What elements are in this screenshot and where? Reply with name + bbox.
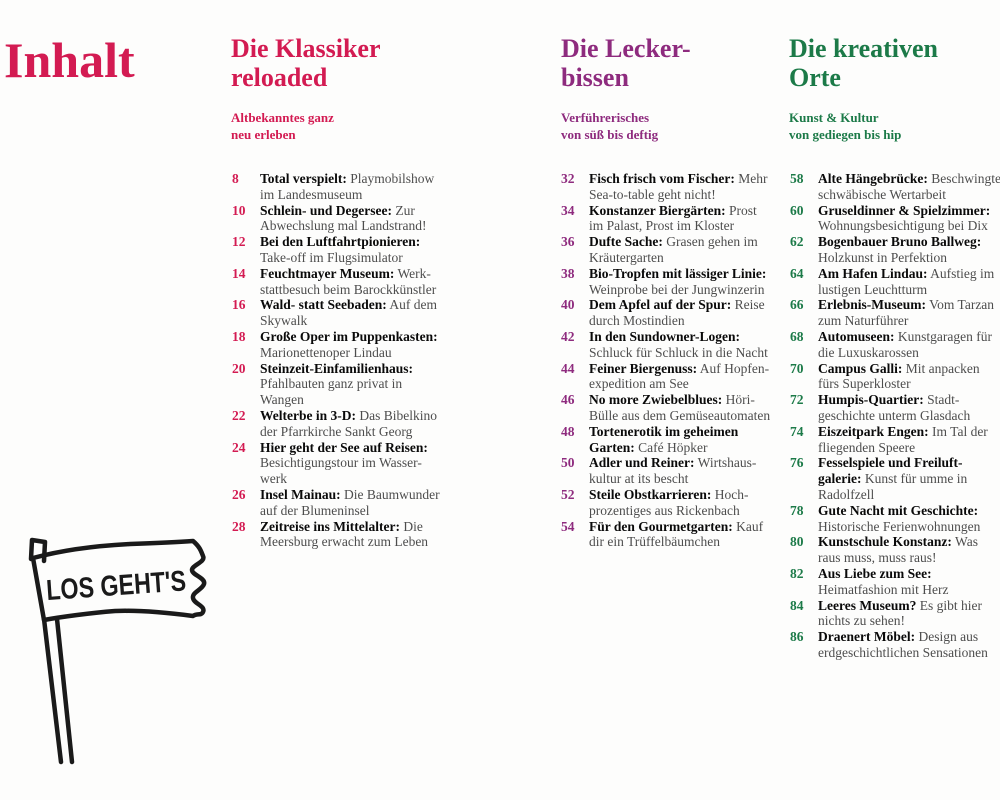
svg-text:LOS GEHT'S: LOS GEHT'S: [45, 565, 187, 607]
